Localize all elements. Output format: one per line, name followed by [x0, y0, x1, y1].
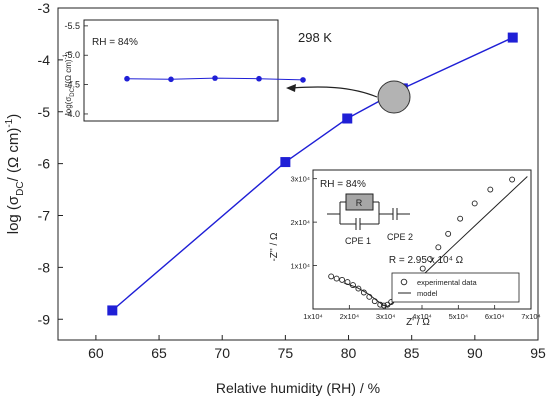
inset-top-point [168, 76, 174, 83]
main-y-tick-label: -9 [38, 311, 51, 327]
inset-top-point [124, 75, 130, 82]
nyquist-experimental-point [487, 186, 494, 193]
inset-top-frame [83, 19, 279, 122]
nyquist-experimental-point [509, 176, 516, 183]
nyquist-experimental-point [471, 200, 478, 207]
main-y-tick-label: -7 [38, 208, 51, 224]
main-x-tick-label: 65 [151, 345, 167, 361]
inset-nyquist-x-tick-label: 4x10⁴ [412, 312, 432, 321]
main-x-tick-label: 95 [530, 345, 546, 361]
inset-nyquist-note: RH = 84% [320, 179, 366, 190]
nyquist-experimental-point [380, 302, 387, 309]
inset-top-note: RH = 84% [92, 37, 138, 48]
nyquist-experimental-point [419, 265, 426, 272]
main-x-tick-label: 80 [341, 345, 357, 361]
main-y-tick-label: -5 [38, 104, 51, 120]
main-x-tick-label: 90 [467, 345, 483, 361]
nyquist-experimental-point [360, 289, 367, 296]
resistor-box [345, 193, 374, 211]
inset-top-y-tick-label: -4.5 [64, 80, 80, 90]
fit-result: R = 2.95 x 10⁴ Ω [389, 255, 464, 266]
inset-top-axis-ticks: -5.5 -5.0 -4.5 -4.0 [64, 21, 88, 119]
temperature-annotation: 298 K [298, 30, 332, 45]
main-y-tick-label: -6 [38, 156, 51, 172]
inset-top-y-tick-label: -4.0 [64, 109, 80, 119]
cpe1-label: CPE 1 [345, 236, 371, 246]
main-x-tick-label: 85 [404, 345, 420, 361]
main-data-point [507, 32, 518, 43]
main-axis-ticks: 60 65 70 75 80 85 90 95 -9 -8 -7 -6 -5 -4 -3 [38, 0, 546, 361]
main-x-tick-label: 75 [278, 345, 294, 361]
nyquist-experimental-point [366, 293, 373, 300]
inset-top-y-axis-label: log(σDC/ (Ω cm)-1) [63, 51, 76, 115]
inset-top-y-tick-label: -5.0 [64, 50, 80, 60]
inset-nyquist-y-axis-label: -Z'' / Ω [269, 232, 280, 262]
resistor-label: R [356, 198, 363, 208]
nyquist-experimental-point [457, 215, 464, 222]
nyquist-experimental-point [435, 244, 442, 251]
inset-nyquist-legend: experimental data model [391, 272, 520, 303]
main-data-point [280, 157, 291, 168]
inset-top-point [300, 77, 306, 83]
highlight-circle [377, 80, 411, 114]
inset-top-point [256, 75, 262, 82]
legend-label-model: model [417, 289, 438, 298]
main-data-point [107, 305, 118, 316]
nyquist-experimental-point [333, 275, 340, 282]
main-y-axis-label: log (σDC/ (Ω cm)-1) [4, 114, 26, 235]
main-x-tick-label: 60 [88, 345, 104, 361]
nyquist-experimental-point [355, 285, 362, 292]
inset-nyquist-x-tick-label: 7x10⁴ [521, 312, 541, 321]
main-y-tick-label: -3 [38, 0, 51, 16]
inset-top-y-tick-label: -5.5 [64, 21, 80, 31]
main-data-point [342, 113, 353, 124]
callout-arrowhead [286, 84, 296, 92]
inset-nyquist-x-tick-label: 2x10⁴ [340, 312, 360, 321]
nyquist-experimental-point [377, 301, 384, 308]
inset-top-series [124, 75, 306, 83]
inset-nyquist-y-tick-label: 3x10⁴ [291, 175, 311, 184]
legend-marker-experimental [400, 278, 408, 286]
nyquist-experimental-point [344, 279, 351, 286]
cpe2-label: CPE 2 [387, 232, 413, 242]
nyquist-experimental-point [328, 273, 335, 280]
legend-label-experimental: experimental data [417, 278, 477, 287]
nyquist-experimental-point [350, 282, 356, 289]
nyquist-experimental-point [339, 276, 346, 283]
main-x-tick-label: 70 [214, 345, 230, 361]
inset-nyquist-x-tick-label: 3x10⁴ [376, 312, 396, 321]
nyquist-experimental-point [371, 298, 378, 305]
equivalent-circuit: R CPE 1 CPE 2 [327, 193, 413, 246]
inset-nyquist-x-tick-label: 6x10⁴ [485, 312, 505, 321]
callout-arrow [291, 86, 378, 98]
nyquist-experimental-point [445, 230, 452, 237]
inset-nyquist-y-tick-label: 2x10⁴ [291, 218, 311, 227]
inset-top-point [212, 75, 218, 81]
inset-nyquist-y-tick-label: 1x10⁴ [291, 262, 311, 271]
nyquist-experimental-point [427, 256, 433, 262]
inset-nyquist-x-tick-label: 1x10⁴ [303, 312, 323, 321]
main-plot-frame [57, 7, 539, 341]
main-y-tick-label: -8 [38, 259, 51, 275]
inset-nyquist-x-tick-label: 5x10⁴ [449, 312, 469, 321]
main-y-tick-label: -4 [38, 52, 51, 68]
main-x-axis-label: Relative humidity (RH) / % [216, 380, 380, 396]
inset-nyquist-x-axis-label: Z' / Ω [406, 317, 430, 328]
inset-nyquist-axis-ticks: 1x10⁴ 2x10⁴ 3x10⁴ 4x10⁴ 5x10⁴ 6x10⁴ 7x10⁴ 1x10⁴… [291, 175, 541, 321]
